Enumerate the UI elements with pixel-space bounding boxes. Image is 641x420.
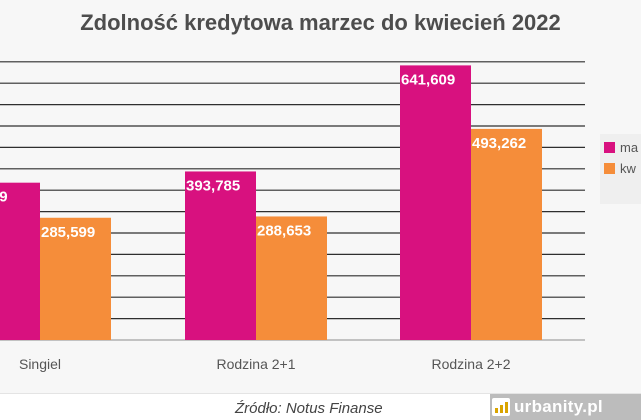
- bar-kwiecień-singiel: [40, 217, 111, 340]
- bar-marzec-singiel: [0, 182, 40, 340]
- data-label: 393,785: [186, 177, 240, 194]
- bar-marzec-rodzina-2-2: [400, 65, 471, 340]
- data-label: 493,262: [472, 135, 526, 152]
- legend-label: ma: [620, 140, 639, 155]
- bar-kwiecień-rodzina-2-1: [256, 216, 327, 340]
- legend-swatch: [604, 163, 615, 174]
- data-label: 641,609: [401, 71, 455, 88]
- x-tick-label: Rodzina 2+2: [431, 356, 510, 372]
- watermark: urbanity.pl: [490, 394, 641, 420]
- data-label: 7,559: [0, 189, 8, 206]
- watermark-text: urbanity.pl: [514, 397, 603, 416]
- x-tick-label: Rodzina 2+1: [216, 356, 295, 372]
- data-label: 285,599: [41, 224, 95, 241]
- bar-marzec-rodzina-2-1: [185, 171, 256, 340]
- legend-label: kw: [620, 161, 637, 176]
- legend-swatch: [604, 142, 615, 153]
- x-tick-label: Singiel: [19, 356, 61, 372]
- plot-area: 7,559 393,785 641,609 285,599 288,653 493,262…: [0, 61, 639, 372]
- data-label: 288,653: [257, 222, 311, 239]
- chart-title: Zdolność kredytowa marzec do kwiecień 20…: [80, 10, 561, 35]
- watermark-logo-icon: [492, 398, 510, 416]
- bar-kwiecień-rodzina-2-2: [471, 128, 542, 340]
- source-note: Źródło: Notus Finanse: [235, 400, 383, 417]
